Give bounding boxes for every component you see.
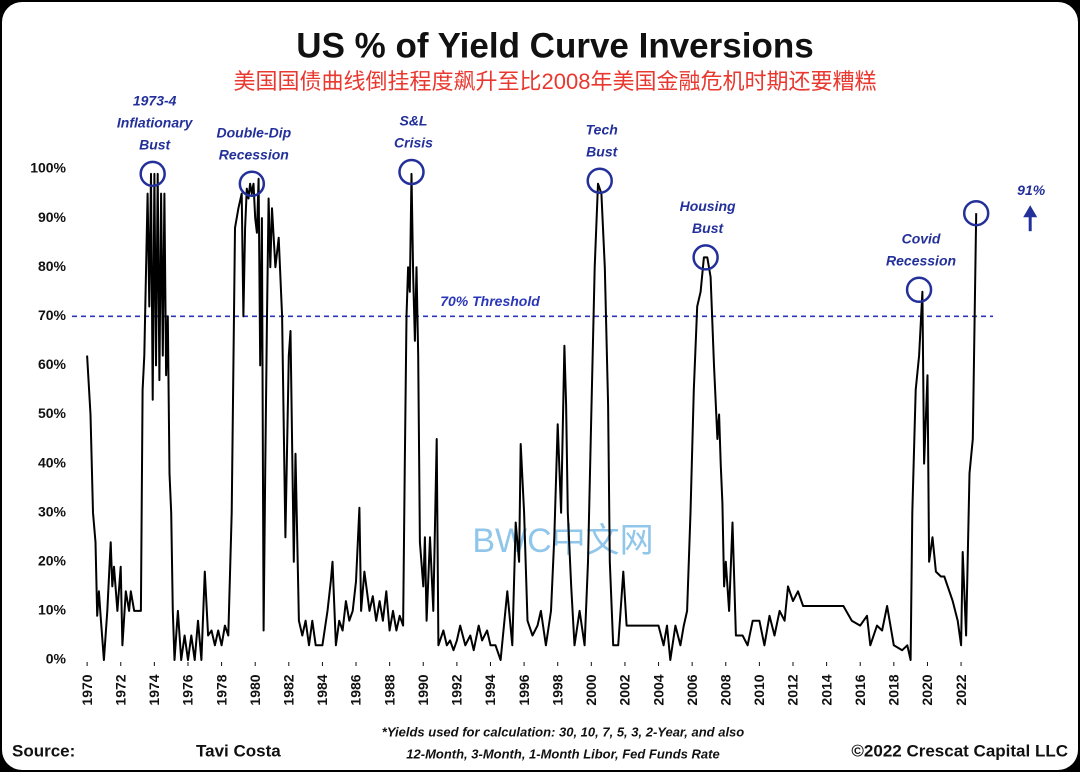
annotation-label: Recession	[219, 146, 289, 162]
y-tick-label: 90%	[38, 209, 67, 225]
annotation-label: Recession	[886, 252, 956, 268]
x-tick-label: 2008	[717, 674, 733, 705]
annotation-label: Inflationary	[117, 115, 194, 131]
chart-title: US % of Yield Curve Inversions	[296, 26, 813, 65]
annotation-circle	[139, 160, 166, 188]
annotation-circle	[692, 244, 719, 271]
x-tick-label: 1994	[482, 674, 498, 705]
annotation-circle	[398, 158, 425, 186]
x-tick-label: 1976	[180, 674, 196, 705]
x-tick-label: 1978	[213, 674, 229, 705]
x-tick-label: 2016	[852, 674, 868, 705]
x-tick-label: 2012	[785, 674, 801, 705]
x-tick-label: 2010	[751, 674, 767, 705]
annotation-circle	[962, 199, 990, 227]
x-tick-label: 2004	[650, 674, 666, 705]
annotation-label: Housing	[680, 198, 736, 214]
y-tick-label: 60%	[38, 356, 67, 372]
y-tick-label: 100%	[30, 160, 66, 176]
annotation-circle	[238, 170, 266, 197]
annotation-label: 1973-4	[133, 93, 177, 109]
x-tick-label: 2018	[886, 674, 902, 705]
y-tick-label: 10%	[38, 602, 67, 618]
x-tick-label: 1980	[247, 674, 263, 705]
chart-subtitle: 美国国债曲线倒挂程度飙升至比2008年美国金融危机时期还要糟糕	[234, 69, 877, 94]
annotation-label: Bust	[586, 143, 618, 159]
x-tick-label: 2014	[818, 674, 834, 705]
annotation-label: Bust	[139, 137, 171, 153]
copyright: ©2022 Crescat Capital LLC	[851, 741, 1068, 760]
x-tick-label: 1982	[281, 674, 297, 705]
annotation-label: S&L	[399, 113, 427, 129]
x-tick-label: 1972	[112, 674, 128, 705]
x-tick-label: 2002	[617, 674, 633, 705]
x-tick-label: 1990	[415, 674, 431, 705]
x-tick-label: 1996	[516, 674, 532, 705]
footnote: 12-Month, 3-Month, 1-Month Libor, Fed Fu…	[406, 746, 719, 761]
x-tick-label: 2022	[953, 674, 969, 705]
threshold-label: 70% Threshold	[440, 293, 540, 309]
x-tick-label: 2006	[684, 674, 700, 705]
annotation-label: Covid	[902, 230, 941, 246]
annotation-label: Bust	[692, 220, 724, 236]
x-tick-label: 1986	[348, 674, 364, 705]
y-tick-label: 30%	[38, 503, 67, 519]
annotation-circle	[905, 276, 933, 304]
x-tick-label: 1998	[549, 674, 565, 705]
footnote: *Yields used for calculation: 30, 10, 7,…	[382, 724, 745, 739]
watermark: BWC中文网	[472, 522, 653, 560]
author: Tavi Costa	[196, 741, 281, 760]
x-tick-label: 1984	[314, 674, 330, 705]
source-label: Source:	[12, 741, 75, 760]
y-tick-label: 20%	[38, 553, 67, 569]
x-tick-label: 2020	[919, 674, 935, 705]
x-tick-label: 1974	[146, 674, 162, 705]
annotation-circle	[586, 167, 613, 195]
y-tick-label: 70%	[38, 307, 67, 323]
x-tick-label: 2000	[583, 674, 599, 705]
annotation-label: 91%	[1017, 182, 1046, 198]
x-tick-label: 1970	[79, 674, 95, 705]
y-tick-label: 80%	[38, 258, 67, 274]
annotation-label: Crisis	[394, 135, 433, 151]
annotation-label: Double-Dip	[217, 124, 292, 140]
y-tick-label: 40%	[38, 454, 67, 470]
y-tick-label: 50%	[38, 405, 67, 421]
annotation-label: Tech	[586, 121, 618, 137]
x-tick-label: 1992	[449, 674, 465, 705]
series-line	[86, 172, 978, 661]
annotation-arrowhead	[1023, 205, 1038, 218]
x-tick-label: 1988	[381, 674, 397, 705]
y-tick-label: 0%	[46, 651, 67, 667]
